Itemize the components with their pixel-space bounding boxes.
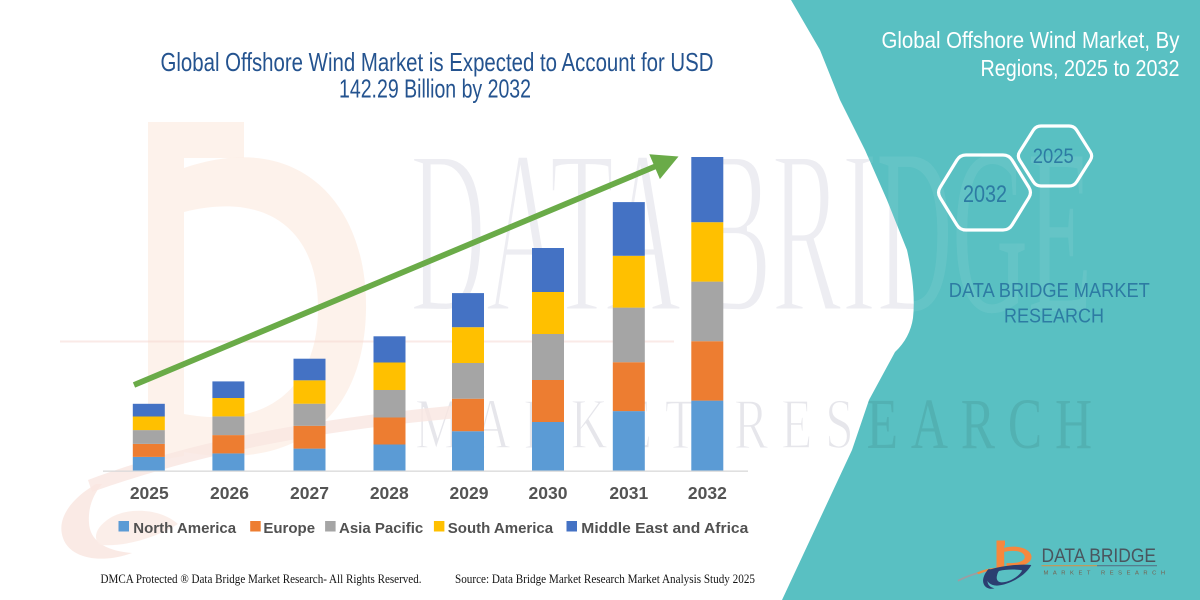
svg-text:2027: 2027 bbox=[290, 483, 329, 503]
svg-text:142.29 Billion by 2032: 142.29 Billion by 2032 bbox=[339, 74, 531, 104]
svg-text:Global Offshore Wind Market, B: Global Offshore Wind Market, By bbox=[882, 27, 1180, 53]
svg-text:Middle East and Africa: Middle East and Africa bbox=[581, 520, 749, 537]
svg-text:Europe: Europe bbox=[263, 520, 315, 537]
svg-text:DMCA Protected ® Data Bridge M: DMCA Protected ® Data Bridge Market Rese… bbox=[101, 571, 422, 586]
svg-text:South America: South America bbox=[448, 520, 554, 537]
svg-text:2025: 2025 bbox=[130, 483, 169, 503]
svg-text:2025: 2025 bbox=[1033, 145, 1074, 168]
svg-text:2031: 2031 bbox=[609, 483, 648, 503]
svg-text:2026: 2026 bbox=[210, 483, 249, 503]
svg-text:Global Offshore Wind Market is: Global Offshore Wind Market is Expected … bbox=[161, 47, 714, 77]
svg-text:Asia Pacific: Asia Pacific bbox=[339, 520, 423, 537]
svg-text:MARKET RESEARCH: MARKET RESEARCH bbox=[1044, 571, 1170, 577]
svg-text:2029: 2029 bbox=[450, 483, 489, 503]
svg-text:2032: 2032 bbox=[688, 483, 727, 503]
svg-text:DATA BRIDGE MARKET: DATA BRIDGE MARKET bbox=[949, 280, 1150, 302]
svg-text:North America: North America bbox=[133, 520, 236, 537]
svg-text:2030: 2030 bbox=[529, 483, 568, 503]
svg-text:Source: Data Bridge Market Res: Source: Data Bridge Market Research Mark… bbox=[455, 571, 755, 586]
svg-text:2032: 2032 bbox=[963, 181, 1007, 208]
svg-text:Regions, 2025 to 2032: Regions, 2025 to 2032 bbox=[981, 55, 1180, 81]
svg-text:RESEARCH: RESEARCH bbox=[1004, 306, 1104, 328]
svg-text:2028: 2028 bbox=[370, 483, 409, 503]
svg-text:DATA BRIDGE: DATA BRIDGE bbox=[1042, 545, 1157, 567]
